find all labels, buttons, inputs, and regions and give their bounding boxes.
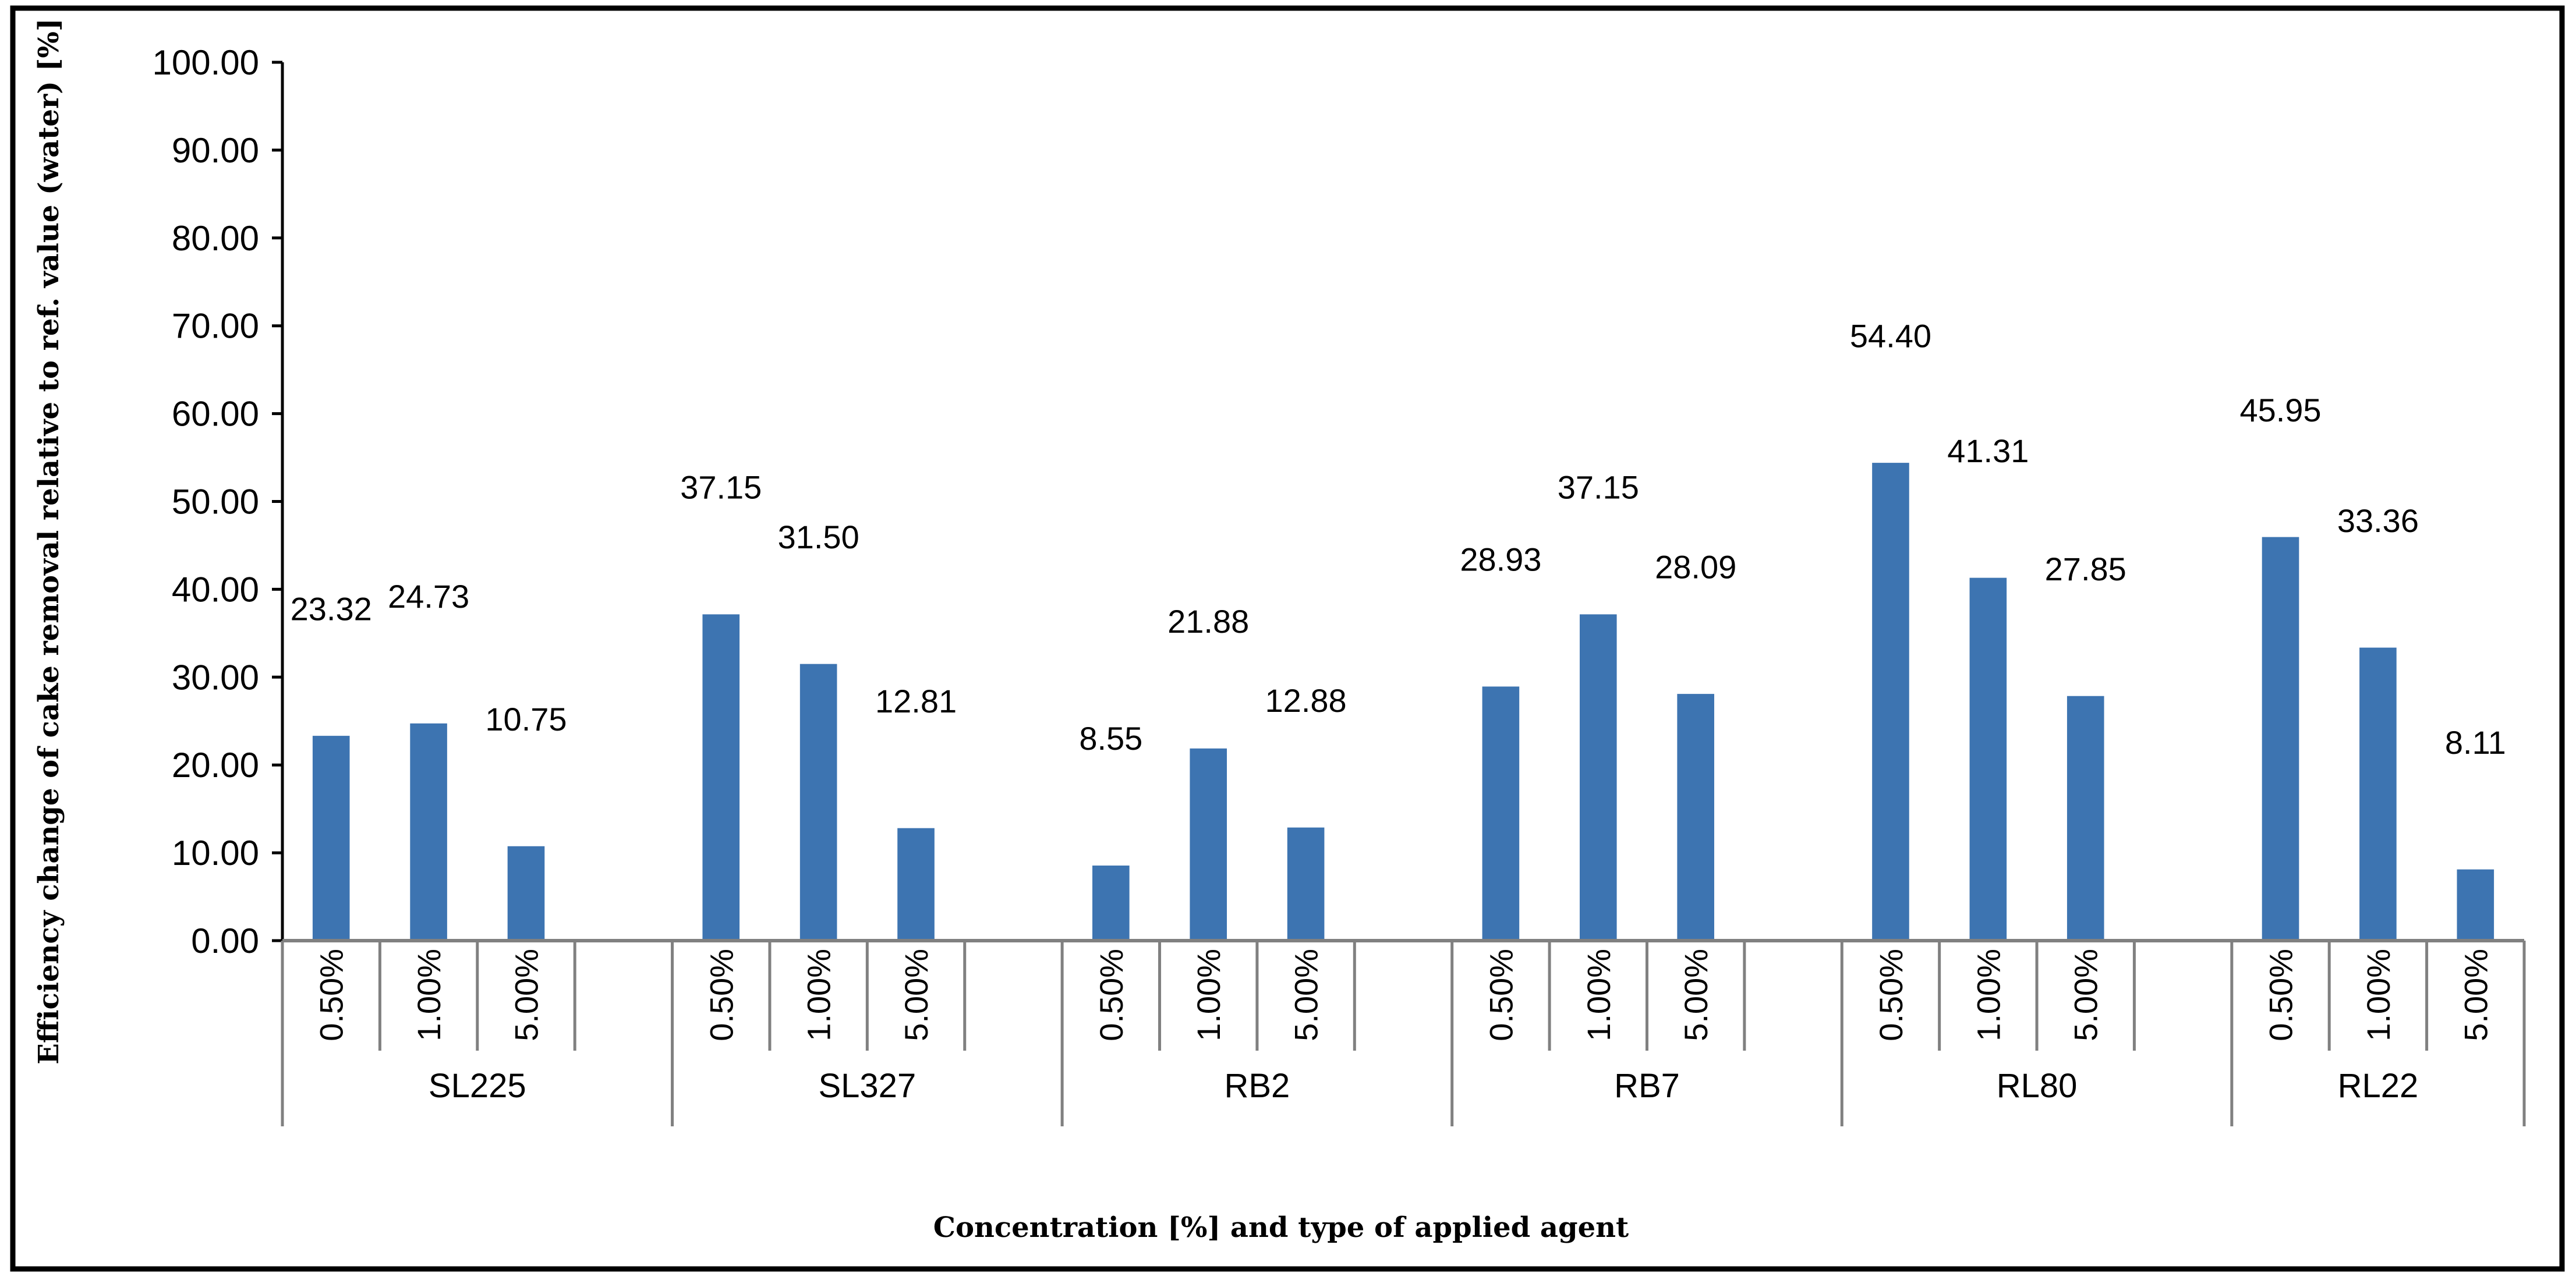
bar-SL225-1.00% [410, 723, 447, 941]
x-group-label: RB2 [1224, 1067, 1290, 1105]
y-tick-label: 80.00 [172, 219, 259, 258]
bar-RL80-5.00% [2067, 696, 2104, 941]
data-label: 27.85 [2045, 551, 2126, 587]
bar-RL22-1.00% [2359, 647, 2397, 941]
x-category-label: 0.50% [1093, 949, 1130, 1041]
x-group-label: SL225 [429, 1067, 526, 1105]
bar-RB2-5.00% [1287, 827, 1325, 941]
x-category-label: 0.50% [1482, 949, 1519, 1041]
x-category-label: 5.00% [2068, 949, 2104, 1041]
data-label: 37.15 [680, 469, 762, 506]
x-category-label: 0.50% [1873, 949, 1909, 1041]
x-category-label: 1.00% [1970, 949, 2007, 1041]
x-category-label: 1.00% [2360, 949, 2397, 1041]
bar-RL22-5.00% [2457, 869, 2494, 941]
x-category-label: 5.00% [508, 949, 544, 1041]
data-label: 8.11 [2445, 724, 2506, 761]
y-tick-label: 20.00 [172, 746, 259, 785]
data-label: 31.50 [778, 519, 859, 555]
x-group-label: RL22 [2338, 1067, 2419, 1105]
bar-SL225-5.00% [507, 846, 545, 941]
y-tick-label: 70.00 [172, 307, 259, 346]
bar-RB7-5.00% [1677, 694, 1714, 941]
y-tick-label: 40.00 [172, 570, 259, 609]
bar-RL80-1.00% [1969, 577, 2007, 941]
x-category-label: 0.50% [313, 949, 350, 1041]
data-label: 37.15 [1558, 469, 1639, 506]
data-label: 45.95 [2239, 392, 2321, 428]
x-category-label: 1.00% [801, 949, 837, 1041]
y-tick-label: 90.00 [172, 131, 259, 170]
data-label: 41.31 [1947, 432, 2029, 469]
y-tick-label: 60.00 [172, 395, 259, 434]
bar-RB7-1.00% [1579, 614, 1617, 941]
chart-frame [10, 5, 2565, 1272]
x-category-label: 5.00% [1678, 949, 1714, 1041]
bar-RL80-0.50% [1872, 463, 1909, 941]
plot-area: 0.00 10.00 20.00 30.00 40.00 50.00 60.00 70.00 8… [152, 43, 2526, 1126]
x-category-label: 5.00% [898, 949, 935, 1041]
y-tick-label: 10.00 [172, 834, 259, 873]
data-label: 33.36 [2337, 502, 2419, 539]
x-group-label: RB7 [1614, 1067, 1680, 1105]
data-label: 12.81 [875, 683, 957, 719]
data-label: 24.73 [388, 578, 469, 615]
bar-RB7-0.50% [1482, 686, 1520, 941]
y-tick-label: 30.00 [172, 658, 259, 697]
x-axis-title: Concentration [%] and type of applied ag… [933, 1211, 1629, 1244]
x-category-label: 5.00% [2457, 949, 2494, 1041]
x-category-label: 1.00% [1580, 949, 1617, 1041]
y-axis-title: Efficiency change of cake removal relati… [33, 18, 65, 1064]
data-label: 12.88 [1265, 682, 1347, 719]
bar-SL225-0.50% [312, 736, 350, 941]
x-category-label: 0.50% [2263, 949, 2299, 1041]
data-label: 23.32 [291, 590, 372, 627]
bar-SL327-0.50% [702, 614, 740, 941]
data-label: 21.88 [1167, 603, 1249, 640]
y-tick-label: 100.00 [152, 43, 259, 82]
data-label: 10.75 [485, 701, 567, 737]
x-group-label: SL327 [818, 1067, 916, 1105]
y-tick-label: 50.00 [172, 483, 259, 522]
bar-RB2-0.50% [1092, 865, 1130, 941]
bar-RB2-1.00% [1190, 748, 1227, 941]
data-label: 8.55 [1079, 720, 1142, 757]
x-category-label: 1.00% [411, 949, 447, 1041]
data-label: 28.93 [1460, 541, 1541, 578]
y-tick-label: 0.00 [191, 921, 259, 960]
bar-SL327-1.00% [799, 664, 837, 941]
data-label: 28.09 [1655, 548, 1736, 585]
bar-RL22-0.50% [2262, 537, 2299, 941]
data-label: 54.40 [1850, 317, 1931, 354]
x-category-label: 1.00% [1190, 949, 1227, 1041]
x-group-label: RL80 [1997, 1067, 2078, 1105]
x-category-label: 0.50% [703, 949, 739, 1041]
x-category-label: 5.00% [1288, 949, 1325, 1041]
bar-SL327-5.00% [897, 828, 935, 941]
